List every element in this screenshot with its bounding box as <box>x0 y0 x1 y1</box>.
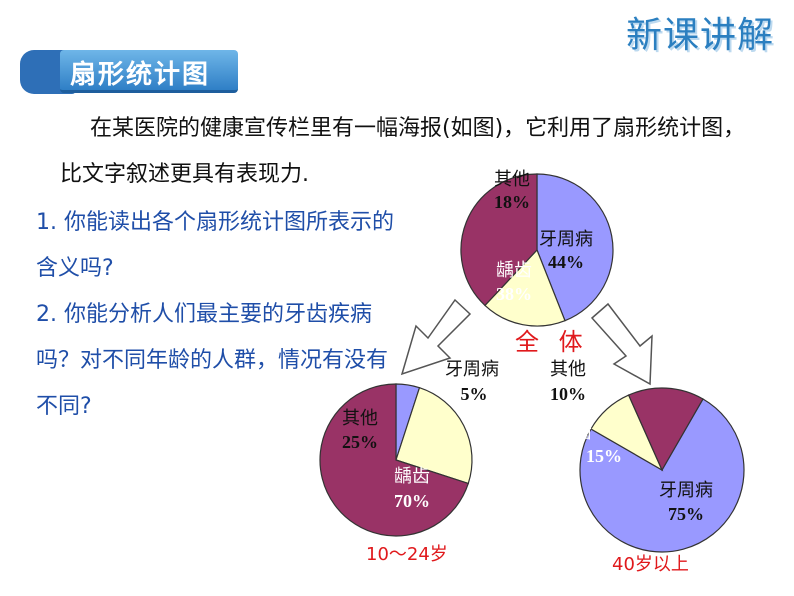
pie-young-value-periodontal: 5% <box>461 384 488 404</box>
pie-old-value-caries: 15% <box>586 446 622 466</box>
section-header: 扇形统计图 <box>20 50 238 96</box>
section-bar <box>60 50 238 93</box>
pie-all-slice-other <box>484 248 566 327</box>
pie-all-value-periodontal: 44% <box>548 252 584 272</box>
pie-young-slice-other <box>395 386 473 485</box>
pie-old-slice-caries <box>627 387 704 472</box>
pie-all-slice-caries <box>460 173 538 307</box>
pie-all-label-caries: 龋齿 <box>496 260 532 280</box>
question-1: 1. 你能读出各个扇形统计图所表示的含义吗? <box>36 210 394 281</box>
pie-old-label-caries: 龋齿 <box>556 422 592 442</box>
pie-young-label-other: 其他 <box>342 408 378 428</box>
pie-all-slice-periodontal <box>536 173 614 322</box>
pie-all-value-other: 18% <box>494 192 530 212</box>
question-2: 2. 你能分析人们最主要的牙齿疾病吗？对不同年龄的人群，情况有没有不同? <box>36 302 389 419</box>
pie-old-caption: 40岁以上 <box>612 554 689 575</box>
pie-all-label-other: 其他 <box>494 169 530 189</box>
arrow-left <box>400 298 472 376</box>
pie-old-value-other: 10% <box>550 384 586 404</box>
pie-all-value-caries: 38% <box>496 284 532 304</box>
pie-young-caption: 10～24岁 <box>366 544 448 565</box>
pie-old-value-periodontal: 75% <box>668 504 704 524</box>
corner-title: 新课讲解 <box>625 15 774 56</box>
pie-all-label-periodontal: 牙周病 <box>539 229 593 249</box>
pie-young-label-periodontal: 牙周病 <box>445 359 499 379</box>
arrow-right <box>590 302 653 386</box>
pie-young-label-caries: 龋齿 <box>394 466 430 486</box>
pie-young-value-caries: 70% <box>394 491 430 511</box>
pie-old-label-other: 其他 <box>550 359 586 379</box>
pie-young-value-other: 25% <box>342 432 378 452</box>
pie-old-slice-periodontal <box>579 398 745 553</box>
intro-text: 在某医院的健康宣传栏里有一幅海报(如图)，它利用了扇形统计图，比文字叙述更具有表… <box>60 116 746 187</box>
pie-old-label-periodontal: 牙周病 <box>659 480 713 500</box>
pie-all-title: 全 体 <box>515 328 589 356</box>
pie-young-slice-caries <box>319 383 470 537</box>
section-title: 扇形统计图 <box>70 60 211 90</box>
